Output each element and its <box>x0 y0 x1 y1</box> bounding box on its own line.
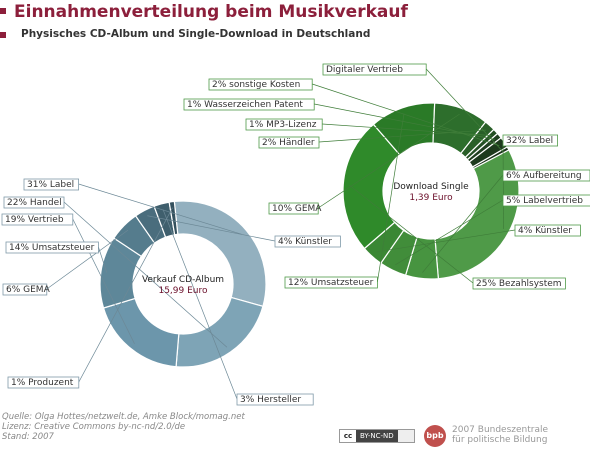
center-value: 1,39 Euro <box>409 193 453 203</box>
slice-label: 3% Hersteller <box>240 395 301 405</box>
slice-label: 6% Aufbereitung <box>506 171 582 181</box>
leader-line <box>72 218 135 344</box>
leader-line <box>78 207 173 383</box>
cc-license-text: BY-NC-ND <box>356 430 398 442</box>
label-box <box>502 194 590 207</box>
cc-icon: cc <box>340 430 356 442</box>
label-box <box>183 98 315 111</box>
leader-line <box>318 113 460 209</box>
label-box <box>472 277 566 290</box>
leader-line <box>502 139 505 229</box>
slice-label: 22% Handel <box>7 198 62 208</box>
label-box <box>245 118 323 131</box>
chart-subtitle: Physisches CD-Album und Single-Download … <box>21 28 371 40</box>
source-note: Quelle: Olga Hottes/netzwelt.de, Amke Bl… <box>2 412 245 442</box>
publisher-line-2: für politische Bildung <box>452 435 548 445</box>
label-box <box>7 376 80 389</box>
slice-label: 2% sonstige Kosten <box>212 80 300 90</box>
slice-label: 32% Label <box>506 136 553 146</box>
label-box <box>268 202 319 215</box>
date-line: Stand: 2007 <box>2 432 54 442</box>
slice-label: 6% GEMA <box>6 285 51 295</box>
slice-label: 4% Künstler <box>278 237 332 247</box>
header-mark-bottom <box>0 32 6 38</box>
source-line: Quelle: Olga Hottes/netzwelt.de, Amke Bl… <box>2 412 245 422</box>
slice-label: 1% Wasserzeichen Patent <box>187 100 303 110</box>
label-box <box>236 393 314 406</box>
slice-handel <box>175 296 264 368</box>
label-box <box>208 78 313 91</box>
slice-label: 1% MP3-Lizenz <box>249 120 317 130</box>
center-label: Download Single <box>393 182 469 192</box>
label-box <box>284 276 378 289</box>
leader-line <box>425 68 504 152</box>
leader-line <box>147 215 276 242</box>
label-box <box>502 169 590 182</box>
slice-digitaler-vertrieb <box>471 146 510 170</box>
slice-label: 2% Händler <box>262 138 315 148</box>
slice-label: 4% Künstler <box>518 226 572 236</box>
label-box <box>5 241 99 254</box>
leader-lines <box>46 68 516 400</box>
leader-line <box>376 229 516 253</box>
label-box <box>2 283 48 296</box>
leader-line <box>162 209 238 400</box>
label-box <box>23 178 79 191</box>
leader-line <box>46 229 129 290</box>
slice-label: 10% GEMA <box>272 204 322 214</box>
publisher-line-1: 2007 Bundeszentrale <box>452 425 549 435</box>
slice-label: 1% Produzent <box>11 378 74 388</box>
label-box <box>514 224 581 237</box>
leader-line <box>349 184 474 284</box>
cc-license-badge[interactable]: cc BY-NC-ND <box>339 429 415 443</box>
donut-download-single <box>342 102 520 280</box>
donut-cd-album <box>99 200 267 368</box>
license-line: Lizenz: Creative Commons by-nc-nd/2.0/de <box>2 422 186 432</box>
label-box <box>322 63 427 76</box>
label-box <box>3 196 65 209</box>
publisher-text: 2007 Bundeszentrale für politische Bildu… <box>452 425 548 445</box>
slice-label: 31% Label <box>27 180 74 190</box>
slice-label: Digitaler Vertrieb <box>326 65 403 75</box>
slice-label: 12% Umsatzsteuer <box>288 278 374 288</box>
slice-label: 5% Labelvertrieb <box>506 196 583 206</box>
label-box <box>258 136 320 149</box>
header-mark-top <box>0 8 6 14</box>
leader-line <box>422 174 504 273</box>
leader-line <box>377 113 405 283</box>
label-box <box>502 134 558 147</box>
center-value: 15,99 Euro <box>158 286 208 296</box>
leader-line <box>314 103 495 140</box>
label-box <box>1 213 74 226</box>
leader-line <box>63 201 228 348</box>
leader-line <box>98 246 108 273</box>
slice-vertrieb <box>102 297 180 368</box>
leader-line <box>395 199 504 266</box>
slice-label: 14% Umsatzsteuer <box>9 243 95 253</box>
bpb-logo: bpb <box>424 425 446 447</box>
slice-label: 19% Vertrieb <box>5 215 64 225</box>
label-box <box>274 235 341 248</box>
center-label: Verkauf CD-Album <box>142 275 224 285</box>
leader-line <box>312 83 500 146</box>
leader-line <box>78 183 242 235</box>
chart-title: Einnahmenverteilung beim Musikverkauf <box>14 2 408 22</box>
slice-label: 25% Bezahlsystem <box>476 279 562 289</box>
slice-label <box>173 200 267 308</box>
slice-labels: 31% Label 22% Handel 19% Vertrieb 14% Umsat… <box>1 63 590 406</box>
